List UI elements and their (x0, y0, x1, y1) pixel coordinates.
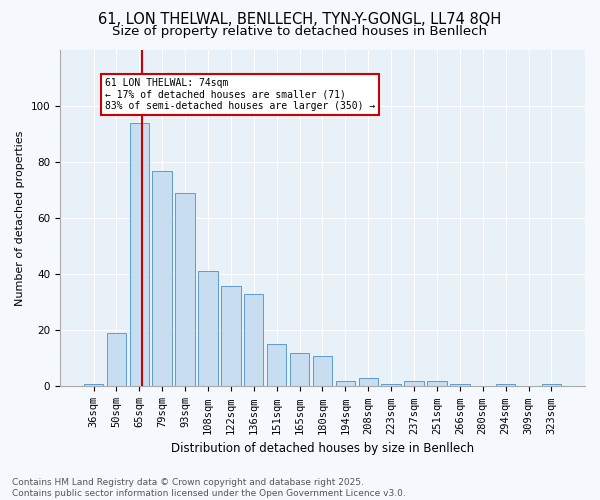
Text: 61 LON THELWAL: 74sqm
← 17% of detached houses are smaller (71)
83% of semi-deta: 61 LON THELWAL: 74sqm ← 17% of detached … (105, 78, 375, 111)
Text: Size of property relative to detached houses in Benllech: Size of property relative to detached ho… (113, 25, 487, 38)
Bar (267, 344, 286, 387)
Bar (221, 286, 241, 386)
Bar (542, 384, 561, 386)
Bar (107, 333, 126, 386)
Bar (427, 381, 446, 386)
X-axis label: Distribution of detached houses by size in Benllech: Distribution of detached houses by size … (171, 442, 474, 455)
Bar (450, 384, 470, 386)
Bar (244, 294, 263, 386)
Bar (359, 378, 378, 386)
Bar (290, 353, 309, 386)
Bar (198, 272, 218, 386)
Bar (404, 381, 424, 386)
Bar (335, 381, 355, 386)
Bar (496, 384, 515, 386)
Y-axis label: Number of detached properties: Number of detached properties (15, 130, 25, 306)
Bar (84, 384, 103, 386)
Bar (175, 193, 195, 386)
Text: 61, LON THELWAL, BENLLECH, TYN-Y-GONGL, LL74 8QH: 61, LON THELWAL, BENLLECH, TYN-Y-GONGL, … (98, 12, 502, 28)
Bar (130, 123, 149, 386)
Bar (382, 384, 401, 386)
Bar (152, 170, 172, 386)
Text: Contains HM Land Registry data © Crown copyright and database right 2025.
Contai: Contains HM Land Registry data © Crown c… (12, 478, 406, 498)
Bar (313, 356, 332, 386)
